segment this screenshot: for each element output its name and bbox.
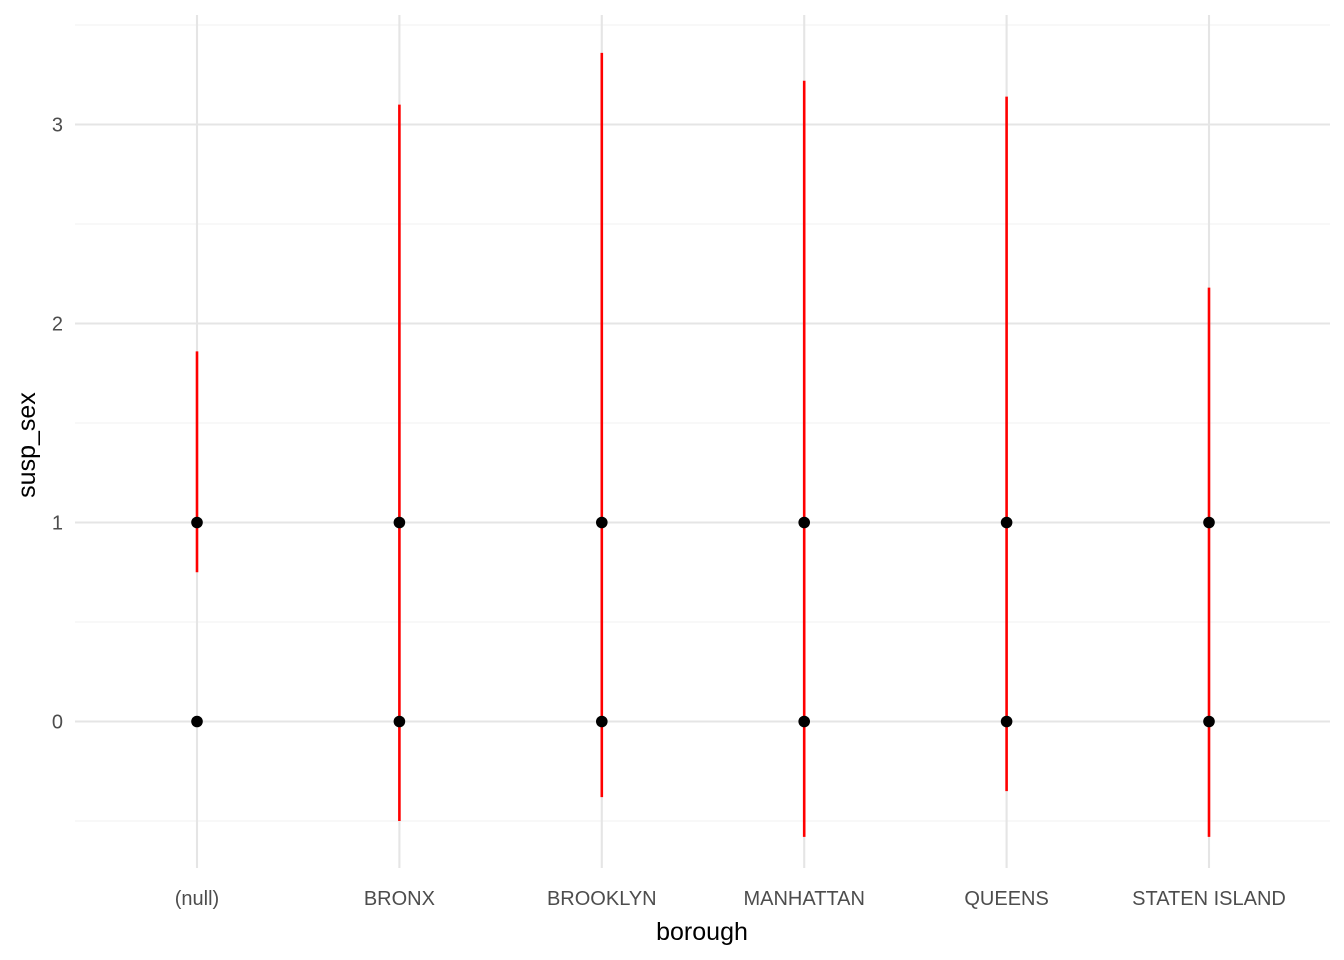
grid-major bbox=[75, 15, 1330, 868]
x-axis-title: borough bbox=[656, 918, 748, 946]
data-point bbox=[596, 516, 608, 529]
data-points bbox=[191, 516, 1215, 728]
error-bars bbox=[195, 52, 1211, 837]
y-tick-label: 0 bbox=[52, 712, 63, 734]
y-tick-label: 2 bbox=[52, 314, 63, 336]
x-tick-label: MANHATTAN bbox=[743, 888, 864, 910]
data-point bbox=[1000, 715, 1013, 728]
data-point bbox=[393, 516, 406, 529]
x-tick-label: STATEN ISLAND bbox=[1132, 888, 1286, 910]
y-axis-title: susp_sex bbox=[13, 392, 41, 498]
y-tick-label: 1 bbox=[52, 513, 63, 535]
data-point bbox=[798, 715, 810, 728]
data-point bbox=[191, 516, 203, 529]
y-tick-label: 3 bbox=[52, 115, 63, 137]
x-axis-ticks: (null) BRONX BROOKLYN MANHATTAN QUEENS STATEN… bbox=[175, 888, 1286, 910]
x-tick-label: BROOKLYN bbox=[547, 888, 657, 910]
data-point bbox=[1000, 516, 1013, 529]
data-point bbox=[596, 715, 608, 728]
data-point bbox=[1203, 715, 1215, 728]
data-point bbox=[798, 516, 810, 529]
data-point bbox=[191, 715, 203, 728]
y-axis-ticks: 0 1 2 3 bbox=[52, 115, 63, 734]
grid-minor bbox=[75, 24, 1330, 822]
x-tick-label: QUEENS bbox=[964, 888, 1048, 910]
x-tick-label: (null) bbox=[175, 888, 219, 910]
x-tick-label: BRONX bbox=[364, 888, 435, 910]
data-point bbox=[1203, 516, 1215, 529]
data-point bbox=[393, 715, 406, 728]
